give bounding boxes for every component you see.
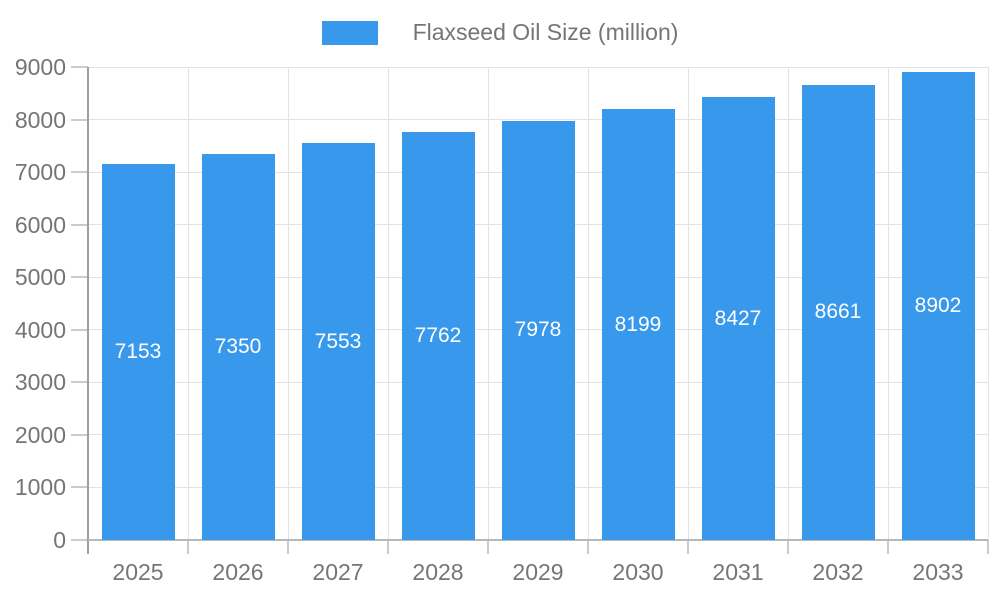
x-axis-tick-2 <box>287 540 289 554</box>
x-gridline-1 <box>187 67 189 540</box>
bar-2031[interactable] <box>701 97 775 540</box>
x-axis-tick-6 <box>687 540 689 554</box>
y-axis-label-5000: 5000 <box>14 264 66 291</box>
x-axis-tick-3 <box>387 540 389 554</box>
x-gridline-7 <box>787 67 789 540</box>
bar-value-label-2030: 8199 <box>614 312 662 336</box>
y-gridline-8000 <box>88 119 988 121</box>
x-gridline-6 <box>687 67 689 540</box>
y-axis-tick-5000 <box>71 276 88 279</box>
legend-swatch[interactable] <box>321 20 378 45</box>
y-axis-label-9000: 9000 <box>14 54 66 80</box>
bar-value-label-2033: 8902 <box>914 294 962 318</box>
y-axis-tick-9000 <box>71 66 88 68</box>
bar-value-label-2027: 7553 <box>314 329 362 353</box>
y-axis-tick-3000 <box>71 381 88 384</box>
x-axis-tick-1 <box>187 540 189 554</box>
y-axis-tick-1000 <box>71 486 88 489</box>
y-axis-label-7000: 7000 <box>14 159 66 186</box>
bar-value-label-2031: 8427 <box>714 306 762 330</box>
y-axis-label-6000: 6000 <box>14 211 66 238</box>
y-axis-label-2000: 2000 <box>14 421 66 448</box>
x-axis-tick-5 <box>587 540 589 554</box>
legend: Flaxseed Oil Size (million) <box>0 19 1000 46</box>
bar-2025[interactable] <box>101 164 175 540</box>
x-axis-label-2029: 2029 <box>512 559 564 585</box>
y-axis-label-3000: 3000 <box>14 369 66 396</box>
bar-2032[interactable] <box>801 84 875 540</box>
y-axis-line <box>87 67 89 554</box>
bar-2029[interactable] <box>501 120 575 540</box>
y-axis-tick-4000 <box>71 328 88 331</box>
y-axis-tick-7000 <box>71 171 88 174</box>
x-axis-label-2028: 2028 <box>412 559 464 585</box>
y-axis-label-4000: 4000 <box>14 316 66 343</box>
x-axis-tick-7 <box>787 540 789 554</box>
bar-value-label-2029: 7978 <box>514 318 562 342</box>
x-gridline-8 <box>887 67 889 540</box>
bar-value-label-2025: 7153 <box>114 340 162 364</box>
y-axis-label-1000: 1000 <box>14 474 66 501</box>
bar-value-label-2026: 7350 <box>214 334 262 358</box>
x-axis-tick-9 <box>987 540 989 554</box>
x-gridline-2 <box>287 67 289 540</box>
y-axis-label-8000: 8000 <box>14 106 66 133</box>
x-axis-label-2031: 2031 <box>712 559 764 585</box>
x-gridline-5 <box>587 67 589 540</box>
bar-2026[interactable] <box>201 153 275 540</box>
y-gridline-9000 <box>88 66 988 68</box>
x-axis-line <box>88 539 988 541</box>
x-gridline-3 <box>387 67 389 540</box>
y-axis-tick-0 <box>71 539 88 541</box>
x-gridline-9 <box>987 67 989 540</box>
y-axis-label-0: 0 <box>53 527 66 553</box>
x-axis-label-2026: 2026 <box>212 559 264 585</box>
y-axis-tick-2000 <box>71 433 88 436</box>
bar-2033[interactable] <box>901 72 975 540</box>
x-axis-tick-8 <box>887 540 889 554</box>
x-axis-label-2032: 2032 <box>812 559 864 585</box>
x-axis-label-2033: 2033 <box>912 559 964 585</box>
x-axis-tick-4 <box>487 540 489 554</box>
bar-2028[interactable] <box>401 132 475 540</box>
legend-label: Flaxseed Oil Size (million) <box>412 19 679 45</box>
x-axis-label-2027: 2027 <box>312 559 364 585</box>
y-axis-tick-6000 <box>71 223 88 226</box>
x-axis-label-2030: 2030 <box>612 559 664 585</box>
bar-value-label-2028: 7762 <box>414 324 462 348</box>
bar-2027[interactable] <box>301 143 375 540</box>
bar-2030[interactable] <box>601 109 675 540</box>
x-gridline-4 <box>487 67 489 540</box>
x-axis-label-2025: 2025 <box>112 559 164 585</box>
y-axis-tick-8000 <box>71 118 88 121</box>
bar-value-label-2032: 8661 <box>814 300 862 324</box>
